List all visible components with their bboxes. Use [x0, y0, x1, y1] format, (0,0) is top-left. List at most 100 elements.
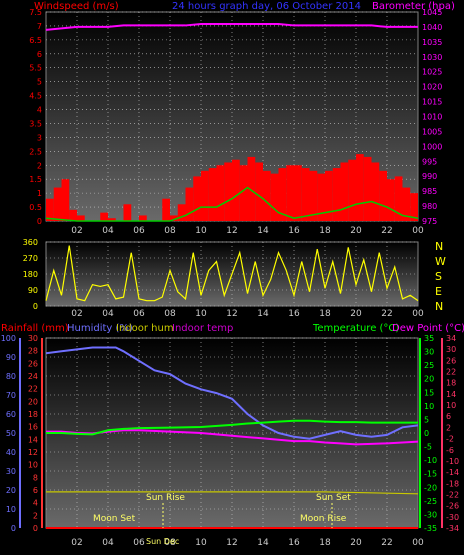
windspeed-bar [294, 165, 302, 221]
x-tick-label-wind: 12 [226, 226, 237, 236]
x-tick-label-wind: 00 [412, 226, 424, 236]
barometer-y-tick: 990 [422, 172, 437, 181]
humidity-y-tick: 80 [6, 372, 16, 381]
rainfall-label: Rainfall (mm) [1, 323, 69, 334]
barometer-y-tick: 1040 [422, 23, 442, 32]
wind-y-tick: 1.5 [29, 175, 42, 184]
temperature-y-tick: 25 [424, 361, 434, 370]
moon-set-label: Moon Set [93, 514, 136, 524]
humidity-y-tick: 0 [11, 524, 16, 533]
windspeed-bar [317, 173, 325, 221]
wind-direction-line [45, 245, 419, 302]
windspeed-bar [379, 170, 387, 221]
windspeed-bar [255, 162, 263, 221]
indoor-temp-y-tick: 22 [446, 368, 456, 377]
windspeed-bar [363, 156, 372, 221]
barometer-y-tick: 980 [422, 202, 437, 211]
barometer-y-tick: 1015 [422, 98, 442, 107]
humidity-label: Humidity (%) [67, 323, 133, 334]
indoor-temp-y-tick: -6 [446, 446, 454, 455]
temperature-y-tick: -10 [424, 456, 437, 465]
temperature-y-tick: -35 [424, 524, 437, 533]
x-tick-label-dir: 22 [381, 309, 392, 319]
compass-n-bottom: N [435, 300, 443, 313]
rainfall-y-tick: 28 [28, 347, 38, 356]
barometer-y-tick: 1000 [422, 142, 442, 151]
humidity-y-tick: 60 [6, 410, 16, 419]
barometer-line [45, 22, 418, 31]
x-tick-label-wind: 04 [102, 226, 114, 236]
x-tick-label-wind: 10 [195, 226, 207, 236]
windspeed-bar [193, 176, 201, 221]
indoor-temp-y-tick: 10 [446, 401, 456, 410]
indoor-temp-y-tick: 14 [446, 390, 456, 399]
rainfall-y-tick: 22 [28, 385, 38, 394]
x-tick-label-dir: 20 [350, 309, 362, 319]
barometer-y-tick: 1005 [422, 127, 442, 136]
indoor-temp-y-tick: 30 [446, 345, 456, 354]
windspeed-label: Windspeed (m/s) [34, 1, 119, 12]
x-tick-label-wind: 08 [164, 226, 176, 236]
indoor-hum-label: Indoor hum [116, 323, 174, 334]
barometer-label: Barometer (hpa) [372, 1, 455, 12]
indoor-temp-y-tick: -18 [446, 479, 459, 488]
indoor-temp-y-tick: 18 [446, 379, 456, 388]
x-tick-label-temp: 14 [257, 538, 269, 548]
indoor-temp-y-tick: -10 [446, 457, 459, 466]
windspeed-bar [177, 204, 186, 221]
x-tick-label-dir: 18 [319, 309, 331, 319]
indoor-temp-y-tick: -34 [446, 524, 459, 533]
wind-y-tick: 5 [37, 78, 42, 87]
rainfall-y-tick: 14 [28, 435, 38, 444]
temperature-y-tick: -20 [424, 483, 437, 492]
rainfall-y-tick: 6 [33, 486, 38, 495]
indoor-temp-y-tick: -14 [446, 468, 459, 477]
rainfall-y-tick: 20 [28, 397, 38, 406]
humidity-y-tick: 40 [6, 448, 16, 457]
humidity-y-tick: 20 [6, 486, 16, 495]
temperature-line [46, 419, 418, 436]
windspeed-bar [247, 156, 256, 221]
rainfall-y-tick: 26 [28, 359, 38, 368]
barometer-y-tick: 1010 [422, 113, 442, 122]
x-tick-label-wind: 16 [288, 226, 300, 236]
rainfall-y-tick: 10 [28, 461, 38, 470]
compass-e: E [435, 285, 442, 298]
windspeed-bar [239, 165, 248, 221]
wind-y-tick: 3 [37, 133, 42, 142]
x-tick-label-temp: 00 [412, 538, 424, 548]
temperature-label: Temperature (°C) [312, 323, 399, 334]
wind-y-tick: 5.5 [29, 64, 42, 73]
x-tick-label-dir: 12 [226, 309, 237, 319]
x-tick-label-wind: 06 [133, 226, 145, 236]
windspeed-bar [278, 168, 287, 221]
windspeed-bar [224, 162, 232, 221]
x-tick-label-dir: 00 [412, 309, 424, 319]
x-tick-label-temp: 16 [288, 538, 300, 548]
rainfall-y-tick: 12 [28, 448, 38, 457]
humidity-y-tick: 50 [6, 429, 16, 438]
windspeed-bar [139, 215, 147, 221]
dewpoint-label: Dew Point (°C) [392, 323, 464, 334]
indoor-temp-y-tick: -22 [446, 490, 459, 499]
series-lines [45, 22, 419, 529]
windspeed-bar [69, 209, 77, 221]
compass-w: W [435, 255, 446, 268]
sun-set-label: Sun Set [316, 493, 351, 503]
compass-s: S [435, 270, 442, 283]
chart-title: 24 hours graph day, 06 October 2014 [172, 1, 361, 12]
wind-y-tick: 2.5 [29, 147, 42, 156]
temperature-y-tick: 30 [424, 348, 434, 357]
windspeed-bar [402, 187, 411, 221]
direction-y-tick: 270 [23, 254, 38, 263]
windspeed-bar [325, 170, 333, 221]
indoor-temp-label: Indoor temp [172, 323, 233, 334]
humidity-line [45, 346, 419, 440]
rainfall-y-tick: 2 [33, 511, 38, 520]
windspeed-bar [46, 198, 54, 221]
windspeed-bar [394, 176, 403, 221]
windspeed-bar [387, 179, 395, 221]
temperature-y-tick: 20 [424, 375, 434, 384]
indoor-temp-y-tick: -26 [446, 502, 459, 511]
